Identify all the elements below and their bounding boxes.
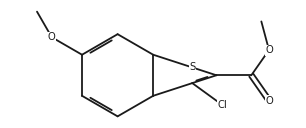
Text: O: O (48, 32, 56, 42)
Text: O: O (265, 95, 273, 105)
Text: S: S (189, 62, 196, 72)
Text: O: O (265, 45, 273, 55)
Text: Cl: Cl (217, 100, 227, 110)
